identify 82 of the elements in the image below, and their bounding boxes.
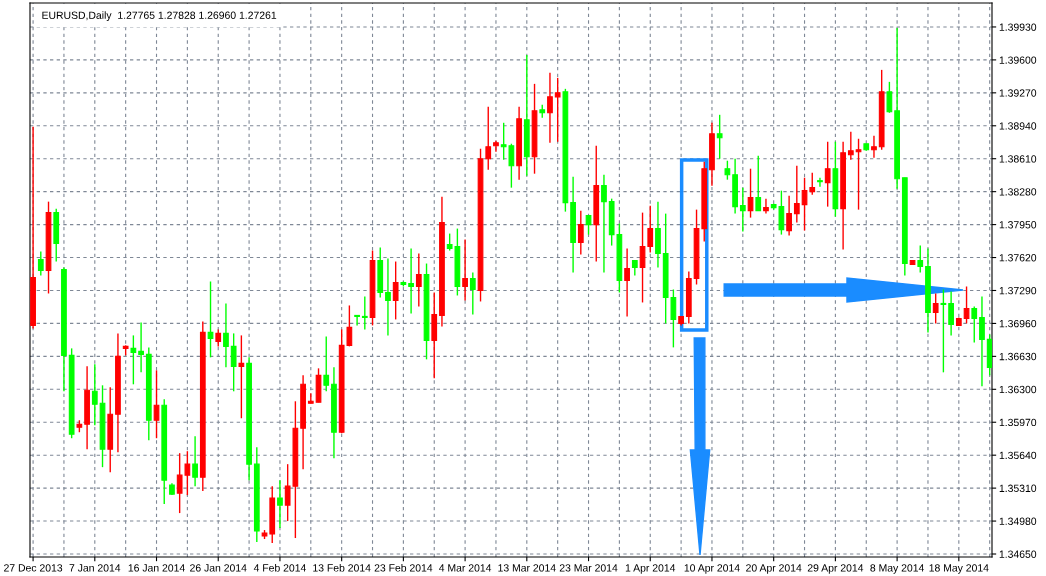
x-tick-label: 16 Jan 2014 (128, 564, 185, 572)
candlestick (230, 332, 237, 392)
y-tick-label: 1.35310 (999, 484, 1037, 492)
y-tick-label: 1.36300 (999, 385, 1037, 394)
x-tick-label: 10 Apr 2014 (684, 564, 740, 574)
candlestick (786, 194, 792, 237)
candlestick (847, 131, 854, 161)
x-tick-label: 27 Dec 2013 (4, 564, 63, 572)
candlestick (855, 138, 862, 211)
candlestick (739, 186, 746, 233)
candlestick (554, 77, 561, 143)
candlestick (277, 479, 283, 529)
candlestick (817, 176, 823, 188)
candlestick (192, 435, 198, 487)
candlestick (91, 363, 98, 426)
candlestick (469, 271, 476, 316)
candlestick (763, 197, 769, 215)
y-tick-label: 1.38280 (999, 188, 1037, 196)
candlestick (932, 292, 939, 325)
x-tick-label: 4 Feb 2014 (253, 563, 306, 572)
candlestick (138, 321, 144, 374)
y-tick-label: 1.39930 (999, 23, 1037, 31)
candlestick (485, 106, 492, 171)
candlestick (462, 238, 468, 302)
x-tick-label: 13 Feb 2014 (313, 563, 371, 572)
candlestick (793, 165, 800, 224)
x-tick-label: 20 Apr 2014 (746, 564, 802, 574)
y-tick-label: 1.35970 (999, 418, 1037, 427)
candlestick (577, 209, 584, 256)
candlestick (385, 257, 391, 337)
candlestick (493, 140, 499, 153)
candlestick (37, 250, 44, 277)
candlestick (886, 81, 893, 114)
candlestick (223, 302, 229, 369)
candlestick (716, 114, 723, 160)
x-tick-label: 7 Jan 2014 (69, 564, 121, 572)
candlestick (963, 285, 970, 325)
candlestick (408, 247, 414, 315)
x-tick-label: 26 Jan 2014 (190, 564, 247, 572)
y-tick-label: 1.37290 (999, 286, 1037, 295)
candlestick (871, 135, 877, 159)
y-tick-label: 1.34980 (999, 517, 1037, 525)
candlestick (979, 295, 985, 388)
y-tick-label: 1.34650 (999, 550, 1037, 558)
y-tick-label: 1.39600 (999, 56, 1037, 64)
y-tick-label: 1.37950 (999, 221, 1037, 229)
y-tick-label: 1.38610 (999, 155, 1037, 163)
y-tick-label: 1.35640 (999, 451, 1037, 460)
x-tick-label: 8 May 2014 (870, 564, 925, 574)
x-tick-label: 13 Mar 2014 (498, 564, 556, 572)
candlestick (601, 173, 607, 274)
text: EURUSD,Daily 1.27765 1.27828 1.26960 1.27261 (42, 11, 277, 22)
candlestick (354, 314, 360, 327)
candlestick (323, 335, 330, 392)
candlestick (948, 290, 954, 337)
candlestick (624, 247, 630, 318)
candlestick (747, 168, 754, 219)
y-tick-label: 1.36630 (999, 352, 1037, 361)
candlestick (755, 155, 762, 212)
y-tick-label: 1.36960 (999, 319, 1037, 328)
x-tick-label: 23 Mar 2014 (559, 564, 618, 572)
candlestick (971, 305, 978, 344)
y-tick-label: 1.37620 (999, 254, 1037, 262)
x-tick-label: 18 May 2014 (929, 564, 989, 574)
x-tick-label: 1 Apr 2014 (625, 564, 676, 574)
candlestick (647, 204, 654, 254)
candlestick (392, 260, 399, 321)
candlestick (940, 288, 947, 374)
y-tick-label: 1.39270 (999, 89, 1037, 97)
candlestick (130, 334, 137, 386)
x-tick-label: 4 Mar 2014 (438, 564, 492, 572)
candlestick (238, 334, 245, 419)
candlestick (547, 72, 553, 144)
candlestick (361, 295, 368, 331)
candlestick (724, 160, 731, 181)
candlestick (917, 244, 924, 274)
x-tick-label: 29 Apr 2014 (807, 564, 864, 574)
candlestick (307, 392, 314, 404)
x-tick-label: 23 Feb 2014 (374, 563, 433, 572)
y-tick-label: 1.38940 (999, 122, 1037, 130)
candlestick (415, 252, 422, 308)
candlestick (824, 141, 831, 208)
